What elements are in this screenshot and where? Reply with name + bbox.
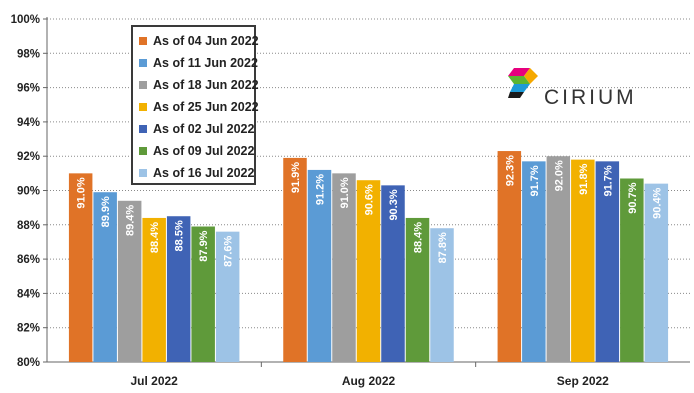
bar — [332, 173, 356, 362]
bar-data-label: 90.6% — [364, 184, 376, 215]
bar — [381, 185, 405, 362]
bar-data-label: 87.8% — [437, 232, 449, 263]
bar-data-label: 87.6% — [223, 235, 235, 266]
bar-data-label: 88.4% — [149, 222, 161, 253]
bar — [430, 228, 454, 362]
bar-data-label: 92.3% — [504, 155, 516, 186]
bar-data-label: 89.9% — [100, 196, 112, 227]
cirium-logo-mark-icon — [508, 68, 538, 98]
bar-data-label: 91.0% — [76, 177, 88, 208]
bar — [283, 157, 307, 362]
y-tick-label: 82% — [17, 323, 40, 335]
cirium-logo: CIRIUM — [508, 62, 668, 109]
legend-swatch — [139, 103, 147, 111]
x-category-label: Aug 2022 — [342, 374, 396, 388]
legend-item: As of 11 Jun 2022 — [139, 52, 258, 74]
bar — [68, 173, 93, 362]
y-tick-label: 88% — [17, 220, 40, 232]
chart-legend: As of 04 Jun 2022 As of 11 Jun 2022 As of … — [131, 25, 259, 185]
bar-data-label: 91.8% — [578, 163, 590, 194]
bar — [497, 151, 522, 362]
bar-data-label: 91.7% — [602, 165, 614, 196]
legend-item: As of 25 Jun 2022 — [139, 96, 259, 118]
legend-label: As of 25 Jun 2022 — [153, 100, 259, 114]
legend-swatch — [139, 125, 147, 133]
y-tick-label: 96% — [17, 83, 40, 95]
bar-data-label: 88.5% — [174, 220, 186, 251]
y-tick-label: 86% — [17, 254, 40, 266]
legend-item: As of 02 Jul 2022 — [139, 118, 254, 140]
bar — [191, 226, 215, 362]
legend-item: As of 18 Jun 2022 — [139, 74, 259, 96]
legend-item: As of 04 Jun 2022 — [139, 30, 259, 52]
legend-label: As of 02 Jul 2022 — [153, 122, 255, 136]
bar-data-label: 88.4% — [413, 222, 425, 253]
bar-data-label: 91.9% — [290, 162, 302, 193]
bar — [307, 169, 332, 362]
bar-data-label: 87.9% — [198, 230, 210, 261]
bar — [142, 217, 166, 362]
legend-label: As of 09 Jul 2022 — [153, 144, 255, 158]
legend-label: As of 11 Jun 2022 — [153, 56, 258, 70]
bar-data-label: 91.0% — [339, 177, 351, 208]
bar — [620, 178, 644, 362]
bar — [356, 180, 381, 362]
y-tick-label: 98% — [17, 48, 40, 60]
y-tick-label: 90% — [17, 186, 40, 198]
legend-item: As of 16 Jul 2022 — [139, 162, 254, 184]
x-category-label: Sep 2022 — [557, 374, 609, 388]
bar-data-label: 89.4% — [125, 205, 137, 236]
legend-label: As of 18 Jun 2022 — [153, 78, 259, 92]
cirium-logo-text: CIRIUM — [544, 86, 637, 109]
legend-swatch — [139, 81, 147, 89]
bar — [546, 156, 571, 362]
bar-data-label: 90.3% — [388, 189, 400, 220]
x-category-label: Jul 2022 — [130, 374, 178, 388]
legend-swatch — [139, 147, 147, 155]
bar-data-label: 90.4% — [651, 187, 663, 218]
bar — [215, 231, 240, 362]
legend-swatch — [139, 37, 147, 45]
legend-swatch — [139, 59, 147, 67]
legend-item: As of 09 Jul 2022 — [139, 140, 254, 162]
bar — [522, 161, 546, 362]
bar — [166, 216, 191, 362]
y-tick-label: 84% — [17, 288, 40, 300]
bar-data-label: 91.2% — [315, 174, 327, 205]
bar-data-label: 91.7% — [529, 165, 541, 196]
bar-data-label: 92.0% — [553, 160, 565, 191]
bar — [571, 159, 595, 362]
legend-swatch — [139, 169, 147, 177]
legend-label: As of 04 Jun 2022 — [153, 34, 259, 48]
y-tick-label: 80% — [17, 357, 40, 369]
bar-data-label: 90.7% — [627, 182, 639, 213]
bar — [93, 192, 117, 362]
bar — [644, 183, 669, 362]
bar — [117, 200, 142, 362]
y-tick-label: 100% — [11, 14, 40, 26]
bar — [595, 161, 620, 362]
bar — [405, 217, 430, 362]
legend-label: As of 16 Jul 2022 — [153, 166, 255, 180]
y-tick-label: 92% — [17, 151, 40, 163]
y-tick-label: 94% — [17, 117, 40, 129]
